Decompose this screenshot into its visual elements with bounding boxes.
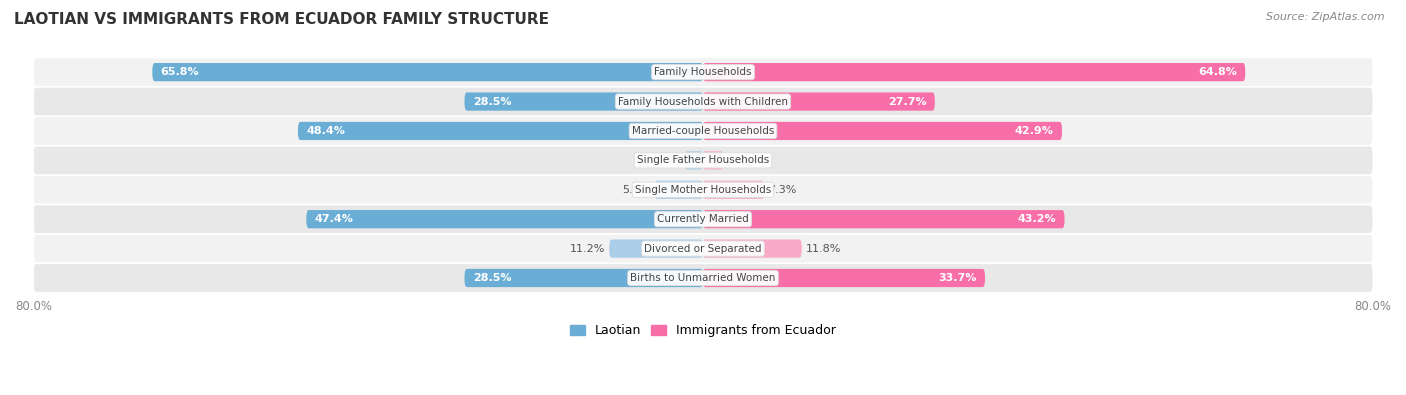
Text: Births to Unmarried Women: Births to Unmarried Women xyxy=(630,273,776,283)
Text: 2.2%: 2.2% xyxy=(652,155,681,166)
FancyBboxPatch shape xyxy=(34,88,1372,115)
FancyBboxPatch shape xyxy=(34,147,1372,174)
FancyBboxPatch shape xyxy=(703,239,801,258)
Text: Source: ZipAtlas.com: Source: ZipAtlas.com xyxy=(1267,12,1385,22)
Text: 27.7%: 27.7% xyxy=(887,96,927,107)
FancyBboxPatch shape xyxy=(703,210,1064,228)
Text: 11.2%: 11.2% xyxy=(569,244,605,254)
FancyBboxPatch shape xyxy=(152,63,703,81)
Text: 7.3%: 7.3% xyxy=(768,185,797,195)
FancyBboxPatch shape xyxy=(703,63,1246,81)
Text: 11.8%: 11.8% xyxy=(806,244,841,254)
Text: 2.4%: 2.4% xyxy=(727,155,756,166)
Text: 28.5%: 28.5% xyxy=(472,273,512,283)
Text: Single Mother Households: Single Mother Households xyxy=(636,185,770,195)
FancyBboxPatch shape xyxy=(464,92,703,111)
Legend: Laotian, Immigrants from Ecuador: Laotian, Immigrants from Ecuador xyxy=(565,320,841,342)
Text: Family Households: Family Households xyxy=(654,67,752,77)
Text: 48.4%: 48.4% xyxy=(307,126,346,136)
FancyBboxPatch shape xyxy=(464,269,703,287)
FancyBboxPatch shape xyxy=(34,58,1372,86)
FancyBboxPatch shape xyxy=(34,205,1372,233)
Text: 64.8%: 64.8% xyxy=(1198,67,1237,77)
FancyBboxPatch shape xyxy=(298,122,703,140)
FancyBboxPatch shape xyxy=(307,210,703,228)
Text: LAOTIAN VS IMMIGRANTS FROM ECUADOR FAMILY STRUCTURE: LAOTIAN VS IMMIGRANTS FROM ECUADOR FAMIL… xyxy=(14,12,550,27)
FancyBboxPatch shape xyxy=(609,239,703,258)
Text: 65.8%: 65.8% xyxy=(160,67,200,77)
FancyBboxPatch shape xyxy=(34,235,1372,262)
Text: 5.8%: 5.8% xyxy=(621,185,651,195)
Text: 42.9%: 42.9% xyxy=(1015,126,1053,136)
FancyBboxPatch shape xyxy=(703,122,1062,140)
FancyBboxPatch shape xyxy=(703,92,935,111)
FancyBboxPatch shape xyxy=(654,181,703,199)
Text: Divorced or Separated: Divorced or Separated xyxy=(644,244,762,254)
Text: Family Households with Children: Family Households with Children xyxy=(619,96,787,107)
FancyBboxPatch shape xyxy=(703,151,723,169)
Text: Currently Married: Currently Married xyxy=(657,214,749,224)
FancyBboxPatch shape xyxy=(685,151,703,169)
FancyBboxPatch shape xyxy=(34,264,1372,292)
Text: 33.7%: 33.7% xyxy=(938,273,977,283)
FancyBboxPatch shape xyxy=(34,117,1372,145)
Text: 28.5%: 28.5% xyxy=(472,96,512,107)
FancyBboxPatch shape xyxy=(34,176,1372,203)
FancyBboxPatch shape xyxy=(703,181,763,199)
Text: Single Father Households: Single Father Households xyxy=(637,155,769,166)
Text: 43.2%: 43.2% xyxy=(1018,214,1056,224)
Text: 47.4%: 47.4% xyxy=(315,214,353,224)
FancyBboxPatch shape xyxy=(703,269,986,287)
Text: Married-couple Households: Married-couple Households xyxy=(631,126,775,136)
